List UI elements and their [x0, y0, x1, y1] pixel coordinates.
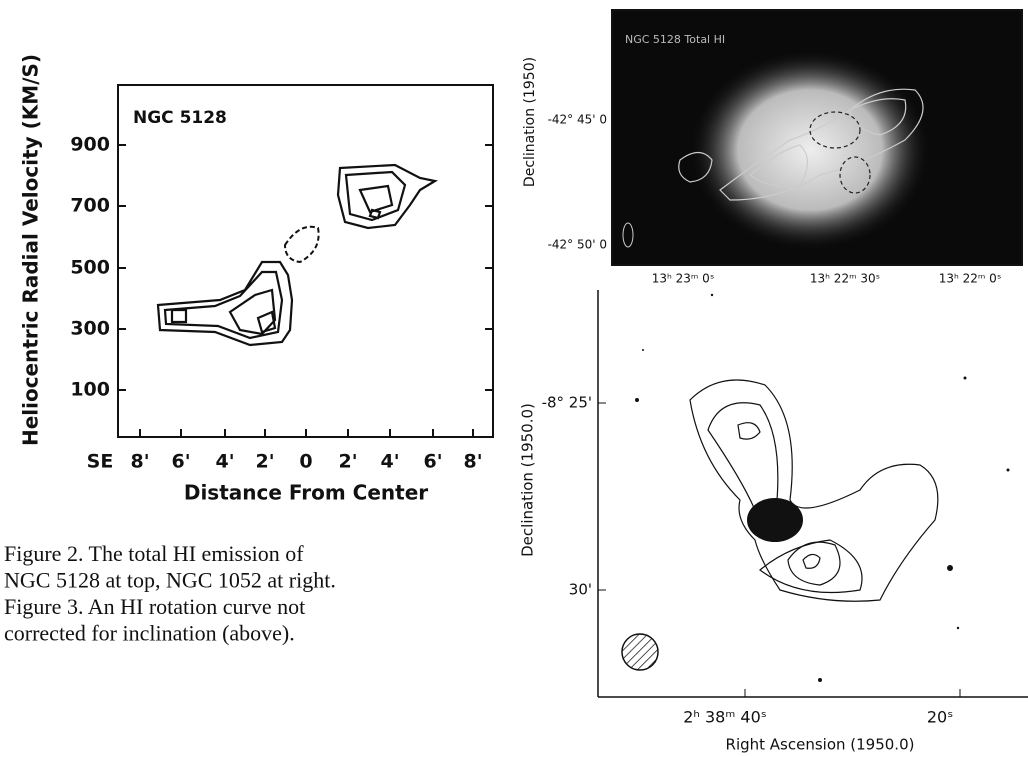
- x-axis-label: Right Ascension (1950.0): [726, 736, 915, 754]
- contours: [158, 165, 435, 345]
- y-tick-label: 900: [70, 134, 110, 156]
- y-tick-label: -8° 25': [542, 394, 592, 412]
- y-axis-label: Heliocentric Radial Velocity (KM/S): [19, 54, 43, 446]
- x-tick-label: 20ˢ: [927, 708, 953, 727]
- x-tick-label: 6': [423, 451, 442, 473]
- y-tick-label: -42° 45' 0: [548, 113, 607, 127]
- caption-line: corrected for inclination (above).: [4, 621, 295, 646]
- caption-line: Figure 2. The total HI emission of: [4, 541, 304, 566]
- dashed-contour: [285, 227, 319, 262]
- hi-contours: [690, 380, 938, 601]
- y-tick-label: 300: [70, 318, 110, 340]
- page: NGC 5128 Heliocentric Radial Velocity (K…: [0, 0, 1028, 757]
- y-axis-label: Declination (1950.0): [519, 403, 537, 557]
- y-tick-label: 700: [70, 195, 110, 217]
- image-label: NGC 5128 Total HI: [625, 33, 725, 46]
- x-tick-label: 13ʰ 23ᵐ 0ˢ: [652, 272, 715, 286]
- galaxy-glow: [690, 50, 930, 250]
- plot-frame: [118, 85, 493, 437]
- x-tick-label: 2ʰ 38ᵐ 40ˢ: [683, 708, 767, 727]
- caption-line: NGC 5128 at top, NGC 1052 at right.: [4, 568, 336, 593]
- x-tick-label: 13ʰ 22ᵐ 0ˢ: [939, 272, 1002, 286]
- x-tick-label: 8': [463, 451, 482, 473]
- y-axis-label: Declination (1950): [522, 57, 538, 187]
- x-tick-label: 2': [338, 451, 357, 473]
- plot-label: NGC 5128: [133, 108, 227, 128]
- x-axis-label: Distance From Center: [184, 481, 428, 505]
- y-tick-label: 30': [569, 581, 592, 599]
- optical-galaxy: [747, 498, 803, 542]
- y-tick-label: -42° 50' 0: [548, 238, 607, 252]
- y-tick-label: 500: [70, 257, 110, 279]
- beam: [622, 634, 658, 670]
- x-tick-label: 4': [215, 451, 234, 473]
- x-tick-label: 8': [130, 451, 149, 473]
- stars: [635, 294, 1010, 682]
- x-tick-label: 6': [171, 451, 190, 473]
- x-tick-label: 4': [380, 451, 399, 473]
- x-tick-label: SE: [87, 451, 114, 473]
- y-tick-label: 100: [70, 379, 110, 401]
- x-tick-label: 13ʰ 22ᵐ 30ˢ: [810, 272, 880, 286]
- x-tick-label: 2': [255, 451, 274, 473]
- x-tick-label: 0: [299, 451, 312, 473]
- caption-line: Figure 3. An HI rotation curve not: [4, 594, 305, 619]
